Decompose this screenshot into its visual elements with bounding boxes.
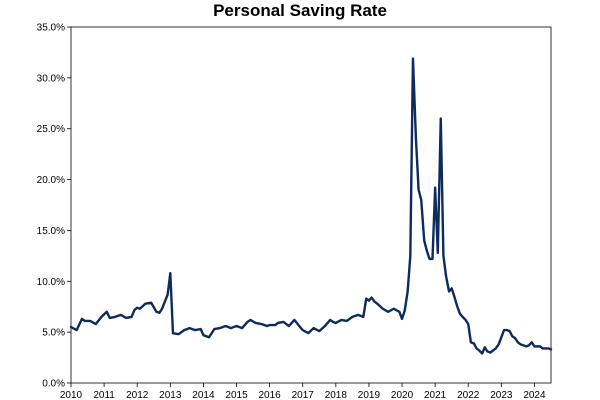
x-tick-label: 2022 — [457, 390, 480, 400]
axes — [67, 26, 552, 387]
y-tick-label: 25.0% — [37, 124, 65, 135]
x-tick-label: 2014 — [192, 390, 215, 400]
y-tick-labels: 0.0% 5.0% 10.0% 15.0% 20.0% 25.0% 30.0% 35.0% — [37, 23, 65, 390]
y-tick-label: 20.0% — [37, 175, 65, 186]
x-tick-label: 2024 — [523, 390, 546, 400]
y-tick-label: 30.0% — [37, 73, 65, 84]
x-tick-label: 2017 — [292, 390, 315, 400]
y-tick-label: 0.0% — [42, 379, 65, 390]
x-tick-label: 2023 — [490, 390, 513, 400]
x-tick-labels: 2010 2011 2012 2013 2014 2015 2016 2017 2018 2019… — [60, 390, 546, 400]
x-tick-label: 2012 — [126, 390, 149, 400]
y-tick-label: 10.0% — [37, 277, 65, 288]
x-tick-label: 2016 — [258, 390, 281, 400]
x-tick-label: 2021 — [424, 390, 447, 400]
x-tick-label: 2015 — [225, 390, 248, 400]
x-tick-label: 2011 — [93, 390, 115, 400]
x-tick-label: 2013 — [159, 390, 182, 400]
plot-border — [70, 26, 552, 384]
x-tick-label: 2019 — [358, 390, 381, 400]
y-tick-label: 35.0% — [37, 23, 65, 34]
y-tick-label: 5.0% — [42, 328, 65, 339]
x-tick-label: 2010 — [60, 390, 83, 400]
series-line-0 — [69, 57, 553, 355]
x-tick-label: 2018 — [325, 390, 348, 400]
plot-area — [69, 57, 553, 355]
x-tick-label: 2020 — [391, 390, 414, 400]
chart-title: Personal Saving Rate — [213, 1, 387, 20]
y-tick-label: 15.0% — [37, 226, 65, 237]
